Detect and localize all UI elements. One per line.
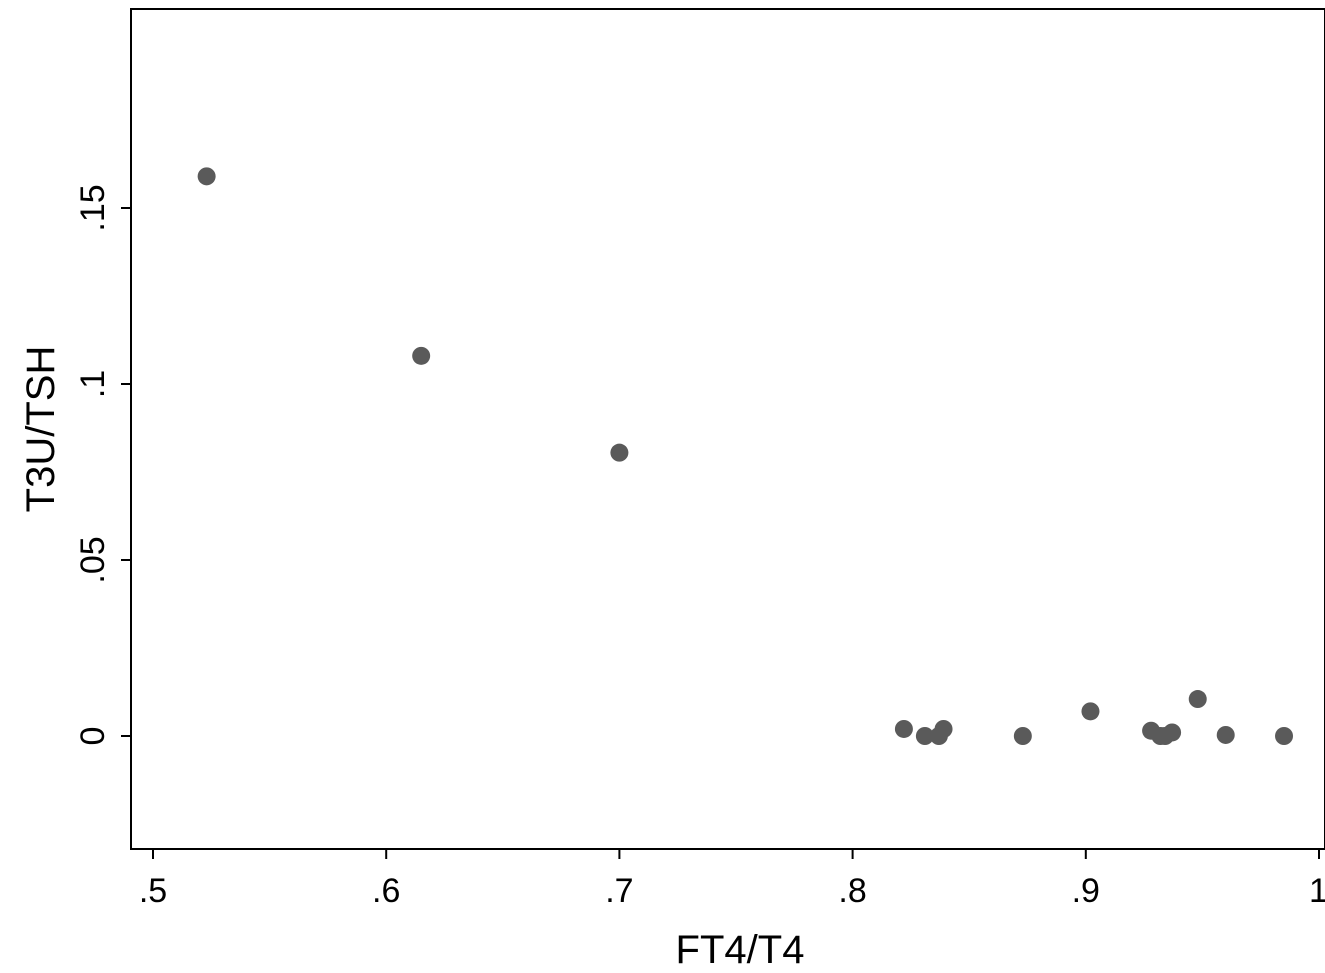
x-tick-label: .7 (605, 872, 633, 910)
y-axis-title: T3U/TSH (19, 346, 63, 513)
data-point (1013, 727, 1032, 745)
data-point (1275, 727, 1294, 745)
x-tick-label: .6 (372, 872, 400, 910)
data-point (610, 443, 629, 462)
x-tick-label: .9 (1072, 872, 1100, 910)
data-point (412, 346, 431, 365)
x-axis-title: FT4/T4 (676, 928, 805, 972)
x-axis: .5 .6 .7 .8 .9 1 (139, 849, 1325, 910)
y-axis: 0 .05 .1 .15 (74, 184, 131, 745)
data-point (1188, 690, 1207, 709)
data-point (894, 719, 913, 738)
plot-area-frame (130, 8, 1325, 850)
x-tick-label: 1 (1309, 872, 1325, 910)
data-point (915, 727, 934, 745)
x-tick-label: .8 (838, 872, 866, 910)
y-tick-label: 0 (74, 727, 112, 746)
y-tick-label: .05 (74, 536, 112, 583)
x-tick-label: .5 (139, 872, 167, 910)
y-tick-label: .1 (74, 370, 112, 398)
data-points (197, 167, 1294, 745)
data-point (1216, 725, 1235, 744)
data-point (934, 719, 953, 738)
data-point (1163, 723, 1182, 742)
data-point (197, 167, 216, 186)
y-tick-label: .15 (74, 184, 112, 231)
data-point (1081, 702, 1100, 721)
